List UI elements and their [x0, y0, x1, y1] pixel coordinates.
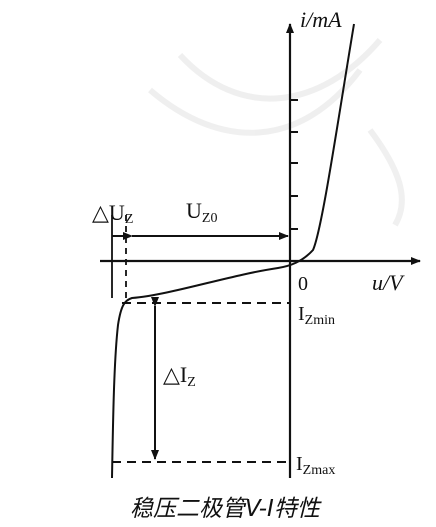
diagram-caption: 稳压二极管V-I特性: [130, 496, 322, 522]
y-axis-label: i/mA: [300, 7, 342, 32]
x-axis-label: u/V: [372, 270, 405, 295]
izmax-label: IZmax: [296, 453, 335, 478]
background-texture: [148, 38, 405, 227]
delta-uz-label: △UZ: [92, 200, 133, 227]
y-axis-ticks: [290, 99, 298, 230]
delta-iz-label: △IZ: [163, 362, 196, 390]
uz0-label: UZ0: [186, 198, 217, 226]
origin-label: 0: [298, 273, 308, 295]
izmin-label: IZmin: [298, 303, 335, 328]
vi-curve: [111, 23, 355, 479]
